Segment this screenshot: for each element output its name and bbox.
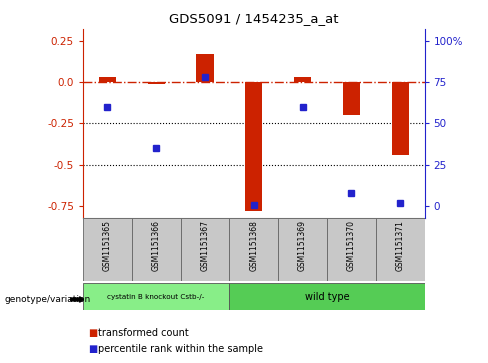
Text: GSM1151367: GSM1151367 xyxy=(201,220,209,271)
Bar xyxy=(294,77,311,82)
Bar xyxy=(83,218,132,281)
Bar xyxy=(327,218,376,281)
Text: ■: ■ xyxy=(88,344,97,354)
Text: GSM1151369: GSM1151369 xyxy=(298,220,307,271)
Text: cystatin B knockout Cstb-/-: cystatin B knockout Cstb-/- xyxy=(107,294,205,300)
Text: transformed count: transformed count xyxy=(98,328,188,338)
Title: GDS5091 / 1454235_a_at: GDS5091 / 1454235_a_at xyxy=(169,12,339,25)
Bar xyxy=(197,54,214,82)
Text: GSM1151366: GSM1151366 xyxy=(152,220,161,271)
Text: ■: ■ xyxy=(88,328,97,338)
Bar xyxy=(392,82,409,155)
Bar xyxy=(148,82,165,84)
Bar xyxy=(229,283,425,310)
Bar xyxy=(132,218,181,281)
Text: GSM1151365: GSM1151365 xyxy=(103,220,112,271)
Text: GSM1151370: GSM1151370 xyxy=(347,220,356,271)
Bar xyxy=(278,218,327,281)
Text: GSM1151368: GSM1151368 xyxy=(249,220,258,270)
Bar xyxy=(99,77,116,82)
Bar xyxy=(245,82,263,211)
Bar xyxy=(83,283,229,310)
Text: genotype/variation: genotype/variation xyxy=(5,295,91,304)
Bar xyxy=(343,82,360,115)
Bar xyxy=(229,218,278,281)
Bar xyxy=(181,218,229,281)
Bar xyxy=(376,218,425,281)
Text: wild type: wild type xyxy=(305,292,349,302)
Text: percentile rank within the sample: percentile rank within the sample xyxy=(98,344,263,354)
Text: GSM1151371: GSM1151371 xyxy=(396,220,405,270)
